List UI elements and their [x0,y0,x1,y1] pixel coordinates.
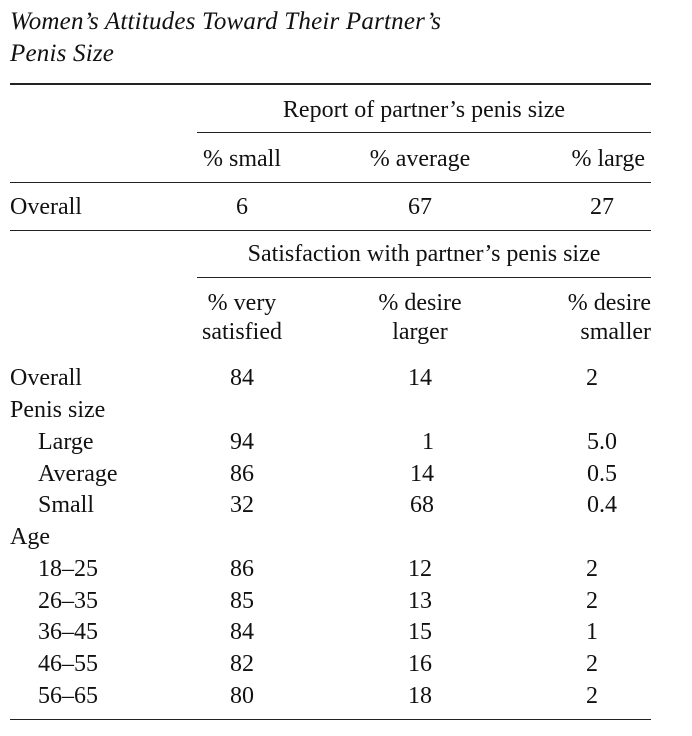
col-header-small: % small [203,146,281,172]
row-label: 18–25 [38,556,98,582]
report-overall-large: 27 [590,194,614,220]
report-overall-label: Overall [10,194,82,220]
report-heading-rule [197,132,651,133]
row-label: Large [38,429,94,455]
satisfaction-overall-desire-smaller: 2 [586,365,598,391]
col-header-desire-smaller: % desire smaller [500,289,651,347]
cell-desire-smaller: 0.5 [587,461,617,487]
top-rule [10,83,651,85]
cell-desire-larger: 13 [408,588,432,614]
col-header-average: % average [369,146,471,172]
col-header-very-satisfied: % very satisfied [172,289,312,347]
row-label: 46–55 [38,651,98,677]
satisfaction-overall-label: Overall [10,365,82,391]
row-label: 26–35 [38,588,98,614]
cell-desire-smaller: 0.4 [587,492,617,518]
satisfaction-heading-rule [197,277,651,278]
cell-desire-smaller: 1 [586,619,598,645]
satisfaction-overall-very-satisfied: 84 [230,365,254,391]
group-penis-size-label: Penis size [10,397,106,423]
report-columns-rule [10,182,651,183]
cell-desire-smaller: 5.0 [587,429,617,455]
col-header-desire-smaller-line2: smaller [580,319,651,345]
cell-very-satisfied: 82 [230,651,254,677]
report-overall-average: 67 [408,194,432,220]
cell-desire-larger: 15 [408,619,432,645]
cell-desire-smaller: 2 [586,588,598,614]
cell-desire-larger: 12 [408,556,432,582]
cell-desire-larger: 68 [410,492,434,518]
table-title: Women’s Attitudes Toward Their Partner’s… [10,6,670,70]
cell-desire-larger: 16 [408,651,432,677]
row-label: Small [38,492,95,518]
col-header-very-satisfied-line2: satisfied [202,319,282,345]
cell-very-satisfied: 94 [230,429,254,455]
cell-very-satisfied: 32 [230,492,254,518]
cell-desire-larger: 18 [408,683,432,709]
col-header-desire-larger: % desire larger [350,289,490,347]
col-header-desire-larger-line2: larger [392,319,448,345]
cell-desire-smaller: 2 [586,651,598,677]
group-age-label: Age [10,524,50,550]
cell-very-satisfied: 86 [230,556,254,582]
report-heading: Report of partner’s penis size [282,97,566,123]
col-header-desire-smaller-line1: % desire [567,290,651,316]
cell-very-satisfied: 84 [230,619,254,645]
cell-desire-larger: 14 [410,461,434,487]
report-overall-rule [10,230,651,231]
cell-desire-smaller: 2 [586,556,598,582]
title-line-2: Penis Size [10,40,115,67]
col-header-large: % large [571,146,645,172]
title-line-1: Women’s Attitudes Toward Their Partner’s [10,8,442,35]
cell-very-satisfied: 85 [230,588,254,614]
cell-very-satisfied: 86 [230,461,254,487]
row-label: 56–65 [38,683,98,709]
satisfaction-overall-desire-larger: 14 [408,365,432,391]
bottom-rule [10,719,651,720]
row-label: Average [38,461,118,487]
row-label: 36–45 [38,619,98,645]
col-header-desire-larger-line1: % desire [378,290,462,316]
cell-desire-smaller: 2 [586,683,598,709]
col-header-very-satisfied-line1: % very [207,290,277,316]
report-overall-small: 6 [236,194,248,220]
cell-desire-larger: 1 [422,429,434,455]
cell-very-satisfied: 80 [230,683,254,709]
satisfaction-heading: Satisfaction with partner’s penis size [247,241,601,267]
